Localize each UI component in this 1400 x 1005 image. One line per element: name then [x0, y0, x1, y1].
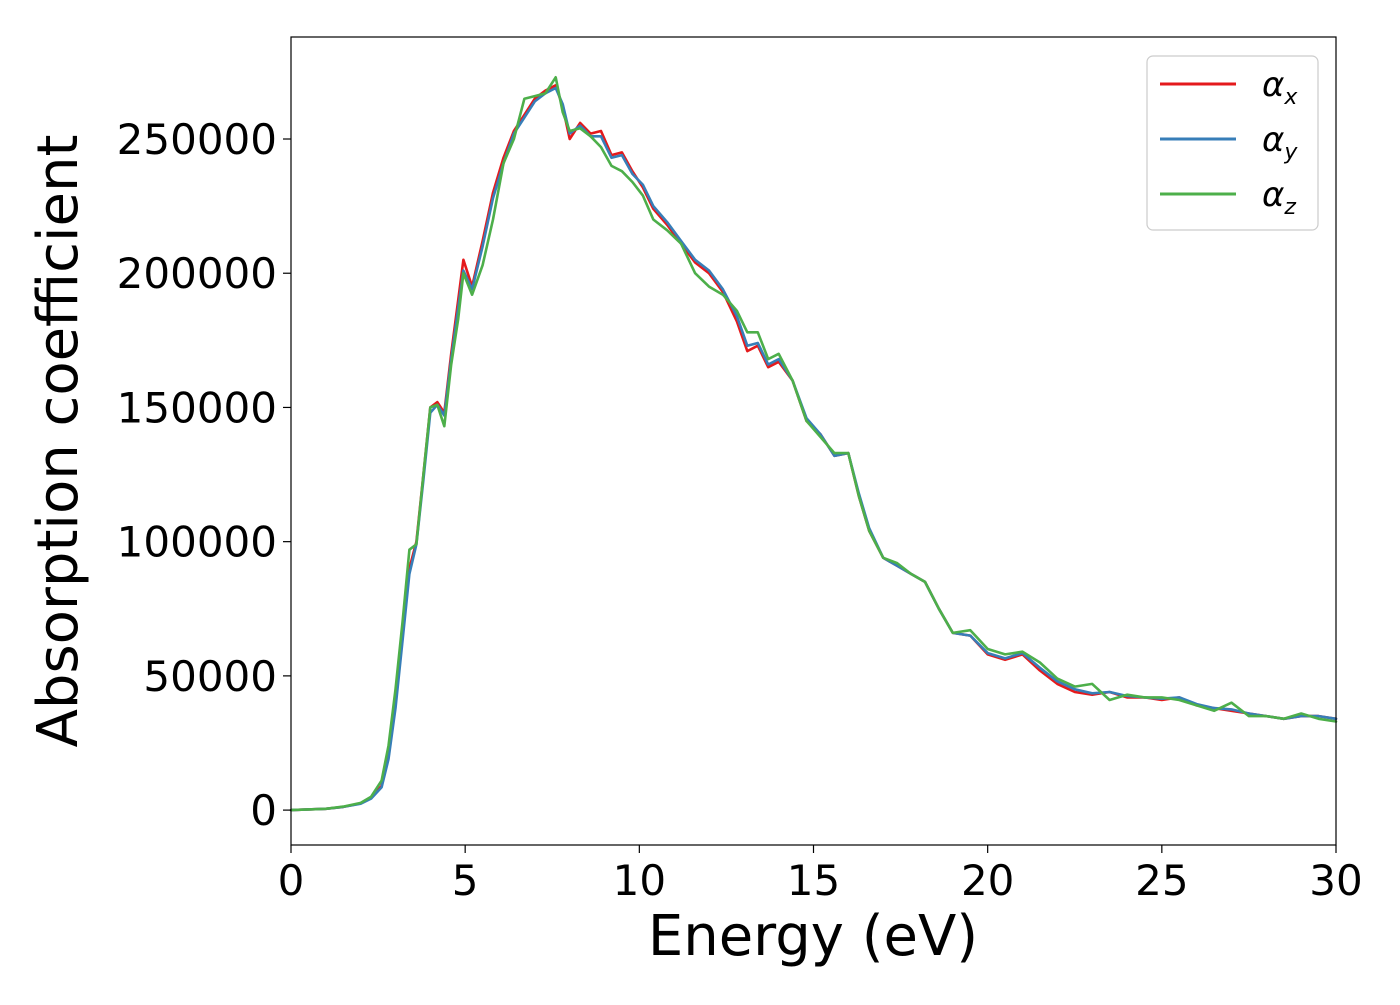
y-axis: 0 50000 100000 150000 200000 250000 — [117, 115, 291, 835]
series-layer — [289, 76, 1338, 812]
y-axis-title: Absorption coefficient — [26, 135, 91, 748]
x-tick-label: 30 — [1309, 856, 1362, 905]
x-axis-title: Energy (eV) — [648, 904, 978, 969]
x-tick-label: 15 — [787, 856, 840, 905]
x-tick-label: 20 — [961, 856, 1014, 905]
series-line-z — [289, 76, 1338, 812]
legend-box — [1146, 55, 1319, 231]
y-tick-label: 200000 — [117, 249, 277, 298]
y-tick-label: 50000 — [143, 652, 277, 701]
y-tick-label: 150000 — [117, 383, 277, 432]
x-tick-label: 0 — [278, 856, 305, 905]
y-tick-label: 250000 — [117, 115, 277, 164]
y-tick-label: 100000 — [117, 518, 277, 567]
x-tick-label: 25 — [1135, 856, 1188, 905]
x-tick-label: 10 — [613, 856, 666, 905]
x-axis: 0 5 10 15 20 25 30 — [278, 845, 1363, 905]
y-tick-label: 0 — [250, 786, 277, 835]
x-tick-label: 5 — [452, 856, 479, 905]
